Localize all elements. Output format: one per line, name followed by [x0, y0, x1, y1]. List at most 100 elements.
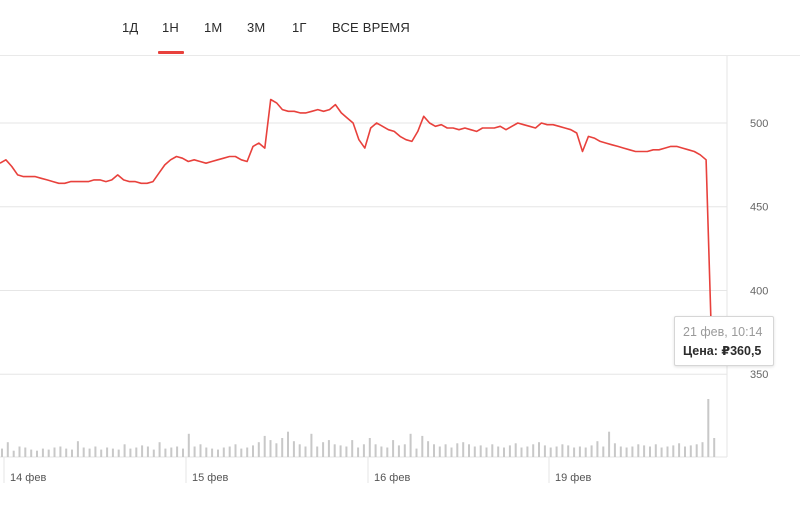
tab-1w[interactable]: 1Н: [162, 20, 180, 35]
volume-bar: [362, 444, 365, 457]
volume-bar: [578, 446, 581, 457]
volume-bar: [246, 447, 249, 457]
volume-bar: [473, 446, 476, 457]
tooltip-price: Цена: ₽360,5: [683, 343, 761, 358]
volume-bar: [106, 447, 109, 457]
period-tabs: 1Д 1Н 1М 3М 1Г ВСЕ ВРЕМЯ: [0, 0, 800, 56]
volume-bars: [1, 399, 716, 457]
price-tooltip: 21 фев, 10:14 Цена: ₽360,5: [674, 316, 774, 366]
volume-bar: [257, 442, 260, 457]
volume-bar: [310, 433, 313, 457]
volume-bar: [298, 444, 301, 457]
volume-bar: [345, 446, 348, 457]
volume-bar: [12, 450, 15, 457]
volume-bar: [695, 444, 698, 457]
y-tick-label: 450: [750, 202, 768, 214]
volume-bar: [88, 448, 91, 457]
volume-bar: [170, 447, 173, 457]
tab-all-time[interactable]: ВСЕ ВРЕМЯ: [332, 20, 410, 35]
volume-bar: [269, 440, 272, 457]
y-tick-label: 500: [750, 118, 768, 130]
price-chart[interactable]: 350 400 450 500 14 фев 15 фев 16 фев 19 фев: [0, 56, 800, 527]
volume-bar: [538, 442, 540, 457]
volume-bar: [602, 446, 605, 457]
volume-bar: [514, 443, 517, 457]
volume-bar: [427, 441, 430, 457]
volume-bar: [275, 443, 278, 457]
volume-bar: [497, 446, 500, 457]
volume-bar: [520, 447, 523, 457]
tab-1d[interactable]: 1Д: [122, 20, 139, 35]
tab-1y[interactable]: 1Г: [292, 20, 307, 35]
volume-bar: [584, 447, 587, 457]
volume-bar: [666, 446, 669, 457]
tab-3m[interactable]: 3М: [247, 20, 266, 35]
volume-bar: [689, 445, 692, 457]
volume-bar: [158, 442, 161, 457]
volume-bar: [65, 448, 68, 457]
volume-bar: [631, 446, 634, 457]
volume-bar: [357, 447, 360, 457]
volume-bar: [316, 446, 319, 457]
x-tick-label: 15 фев: [192, 472, 228, 484]
volume-bar: [397, 445, 400, 457]
volume-bar: [619, 446, 622, 457]
volume-bar: [503, 447, 505, 457]
volume-bar: [403, 444, 406, 457]
volume-bar: [380, 446, 383, 457]
volume-bar: [386, 447, 389, 457]
tab-1m[interactable]: 1М: [204, 20, 223, 35]
volume-bar: [701, 442, 704, 457]
volume-bar: [450, 447, 453, 457]
price-line-layer: [0, 98, 725, 357]
volume-bar: [59, 446, 62, 457]
volume-bar: [36, 450, 38, 457]
volume-bar: [211, 448, 214, 457]
tooltip-date: 21 фев, 10:14: [683, 325, 763, 339]
volume-bar: [146, 446, 149, 457]
volume-bar: [333, 444, 336, 457]
volume-bar: [205, 447, 208, 457]
x-tick-label: 14 фев: [10, 472, 46, 484]
volume-bar: [94, 446, 97, 457]
volume-bar: [549, 447, 552, 457]
volume-bar: [152, 449, 155, 457]
volume-bar: [292, 441, 295, 457]
volume-bar: [462, 442, 465, 457]
volume-bar: [672, 445, 675, 457]
volume-bar: [707, 399, 710, 457]
volume-bar: [199, 444, 202, 457]
volume-bar: [263, 435, 266, 457]
volume-bar: [117, 449, 120, 457]
volume-bar: [327, 440, 330, 457]
volume-bar: [468, 444, 470, 457]
volume-bar: [637, 444, 640, 457]
volume-bar: [713, 438, 716, 457]
volume-bar: [252, 445, 254, 457]
volume-bar: [684, 446, 686, 457]
volume-bar: [596, 441, 599, 457]
volume-bar: [82, 447, 85, 457]
volume-bar: [485, 447, 488, 457]
volume-bar: [287, 431, 289, 457]
volume-bar: [18, 446, 21, 457]
volume-bar: [71, 449, 73, 457]
volume-bar: [30, 449, 33, 457]
volume-bar: [123, 444, 126, 457]
volume-bar: [643, 445, 646, 457]
price-line: [0, 98, 725, 357]
volume-bar: [654, 444, 657, 457]
volume-bar: [6, 442, 9, 457]
volume-bar: [660, 447, 663, 457]
volume-bar: [567, 445, 570, 457]
volume-bar: [41, 448, 44, 457]
volume-bar: [217, 449, 219, 457]
volume-bar: [678, 443, 681, 457]
volume-bar: [590, 445, 593, 457]
volume-bar: [392, 440, 395, 457]
volume-bar: [164, 448, 167, 457]
y-tick-label: 350: [750, 369, 768, 381]
volume-bar: [608, 431, 611, 457]
volume-bar: [526, 446, 529, 457]
volume-bar: [351, 440, 354, 457]
